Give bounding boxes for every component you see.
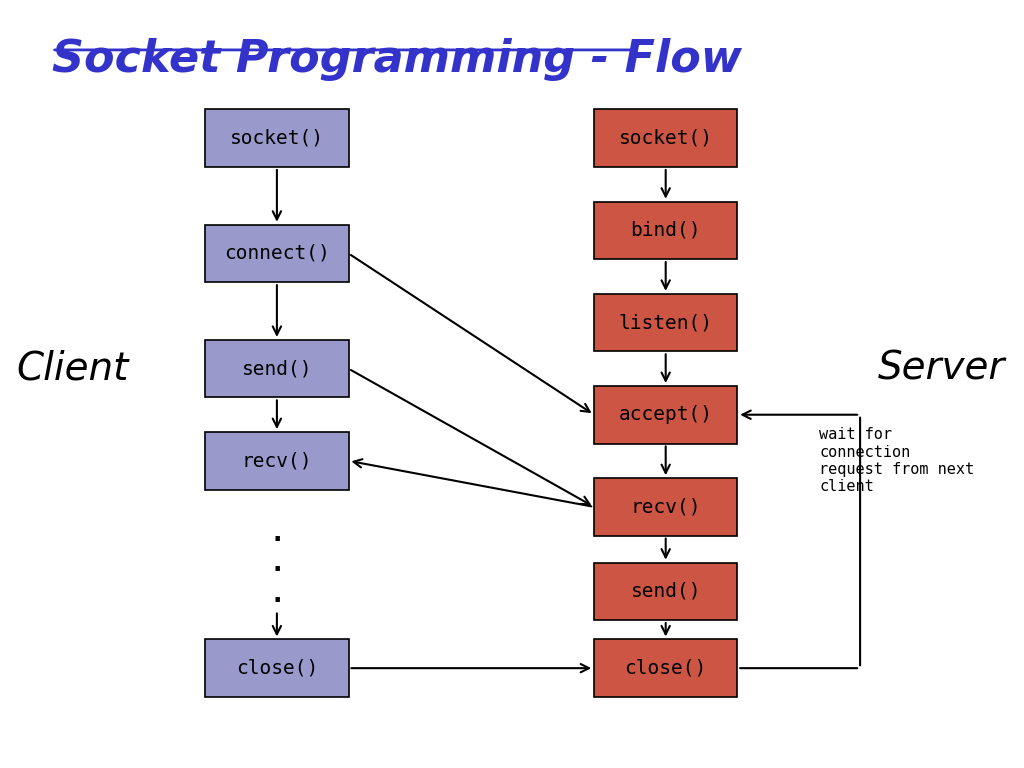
FancyBboxPatch shape bbox=[594, 202, 737, 260]
Text: Socket Programming - Flow: Socket Programming - Flow bbox=[52, 38, 741, 81]
Text: recv(): recv() bbox=[631, 498, 701, 516]
FancyBboxPatch shape bbox=[594, 562, 737, 621]
FancyBboxPatch shape bbox=[594, 478, 737, 536]
Text: close(): close() bbox=[625, 659, 707, 677]
Text: .: . bbox=[272, 521, 282, 546]
FancyBboxPatch shape bbox=[594, 294, 737, 352]
FancyBboxPatch shape bbox=[205, 639, 348, 697]
Text: Server: Server bbox=[879, 349, 1006, 388]
Text: Client: Client bbox=[16, 349, 128, 388]
Text: .: . bbox=[272, 552, 282, 577]
FancyBboxPatch shape bbox=[205, 110, 348, 167]
Text: socket(): socket() bbox=[230, 129, 324, 147]
FancyBboxPatch shape bbox=[594, 639, 737, 697]
Text: listen(): listen() bbox=[618, 313, 713, 332]
Text: .: . bbox=[272, 583, 282, 607]
Text: accept(): accept() bbox=[618, 406, 713, 424]
Text: close(): close() bbox=[236, 659, 318, 677]
Text: socket(): socket() bbox=[618, 129, 713, 147]
Text: send(): send() bbox=[631, 582, 701, 601]
FancyBboxPatch shape bbox=[594, 110, 737, 167]
Text: connect(): connect() bbox=[224, 244, 330, 263]
Text: recv(): recv() bbox=[242, 452, 312, 470]
Text: bind(): bind() bbox=[631, 221, 701, 240]
Text: wait for
connection
request from next
client: wait for connection request from next cl… bbox=[819, 427, 974, 495]
FancyBboxPatch shape bbox=[205, 224, 348, 282]
Text: send(): send() bbox=[242, 359, 312, 378]
FancyBboxPatch shape bbox=[594, 386, 737, 444]
FancyBboxPatch shape bbox=[205, 432, 348, 490]
FancyBboxPatch shape bbox=[205, 340, 348, 398]
